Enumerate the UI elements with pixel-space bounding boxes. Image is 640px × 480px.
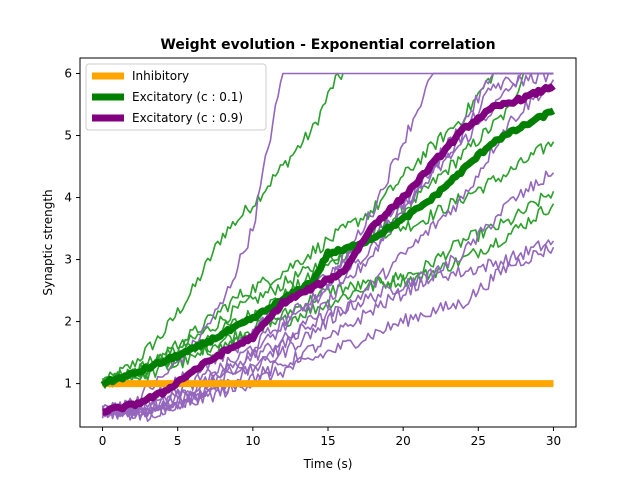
x-axis-label: Time (s) — [303, 457, 353, 471]
trace-line-12 — [101, 79, 555, 421]
y-axis-label: Synaptic strength — [41, 189, 55, 295]
trace-line-10 — [101, 72, 554, 418]
trace-line-8 — [101, 72, 554, 420]
plot-area — [100, 72, 556, 422]
x-tick-label-5: 5 — [174, 434, 182, 448]
trace-line-0 — [101, 72, 344, 386]
x-tick-label-30: 30 — [546, 434, 561, 448]
x-tick-label-15: 15 — [320, 434, 335, 448]
legend-label-1: Excitatory (c : 0.1) — [132, 90, 243, 104]
x-tick-label-10: 10 — [245, 434, 260, 448]
chart-title: Weight evolution - Exponential correlati… — [160, 37, 495, 53]
mean-line-1 — [100, 107, 556, 388]
x-tick-label-0: 0 — [99, 434, 107, 448]
y-tick-label-2: 2 — [64, 315, 72, 329]
trace-line-5 — [101, 72, 554, 387]
y-tick-label-5: 5 — [64, 129, 72, 143]
y-tick-label-3: 3 — [64, 253, 72, 267]
trace-line-14 — [101, 170, 555, 418]
y-tick-label-4: 4 — [64, 191, 72, 205]
y-tick-label-6: 6 — [64, 67, 72, 81]
y-tick-label-1: 1 — [64, 377, 72, 391]
mean-line-2 — [101, 83, 556, 416]
legend-label-2: Excitatory (c : 0.9) — [132, 111, 243, 125]
legend: Inhibitory Excitatory (c : 0.1) Excitatory… — [85, 63, 267, 131]
legend-label-0: Inhibitory — [132, 69, 189, 83]
trace-line-9 — [101, 244, 555, 422]
x-tick-label-25: 25 — [471, 434, 486, 448]
x-tick-label-20: 20 — [396, 434, 411, 448]
legend-box — [85, 63, 267, 131]
trace-line-4 — [101, 203, 555, 388]
